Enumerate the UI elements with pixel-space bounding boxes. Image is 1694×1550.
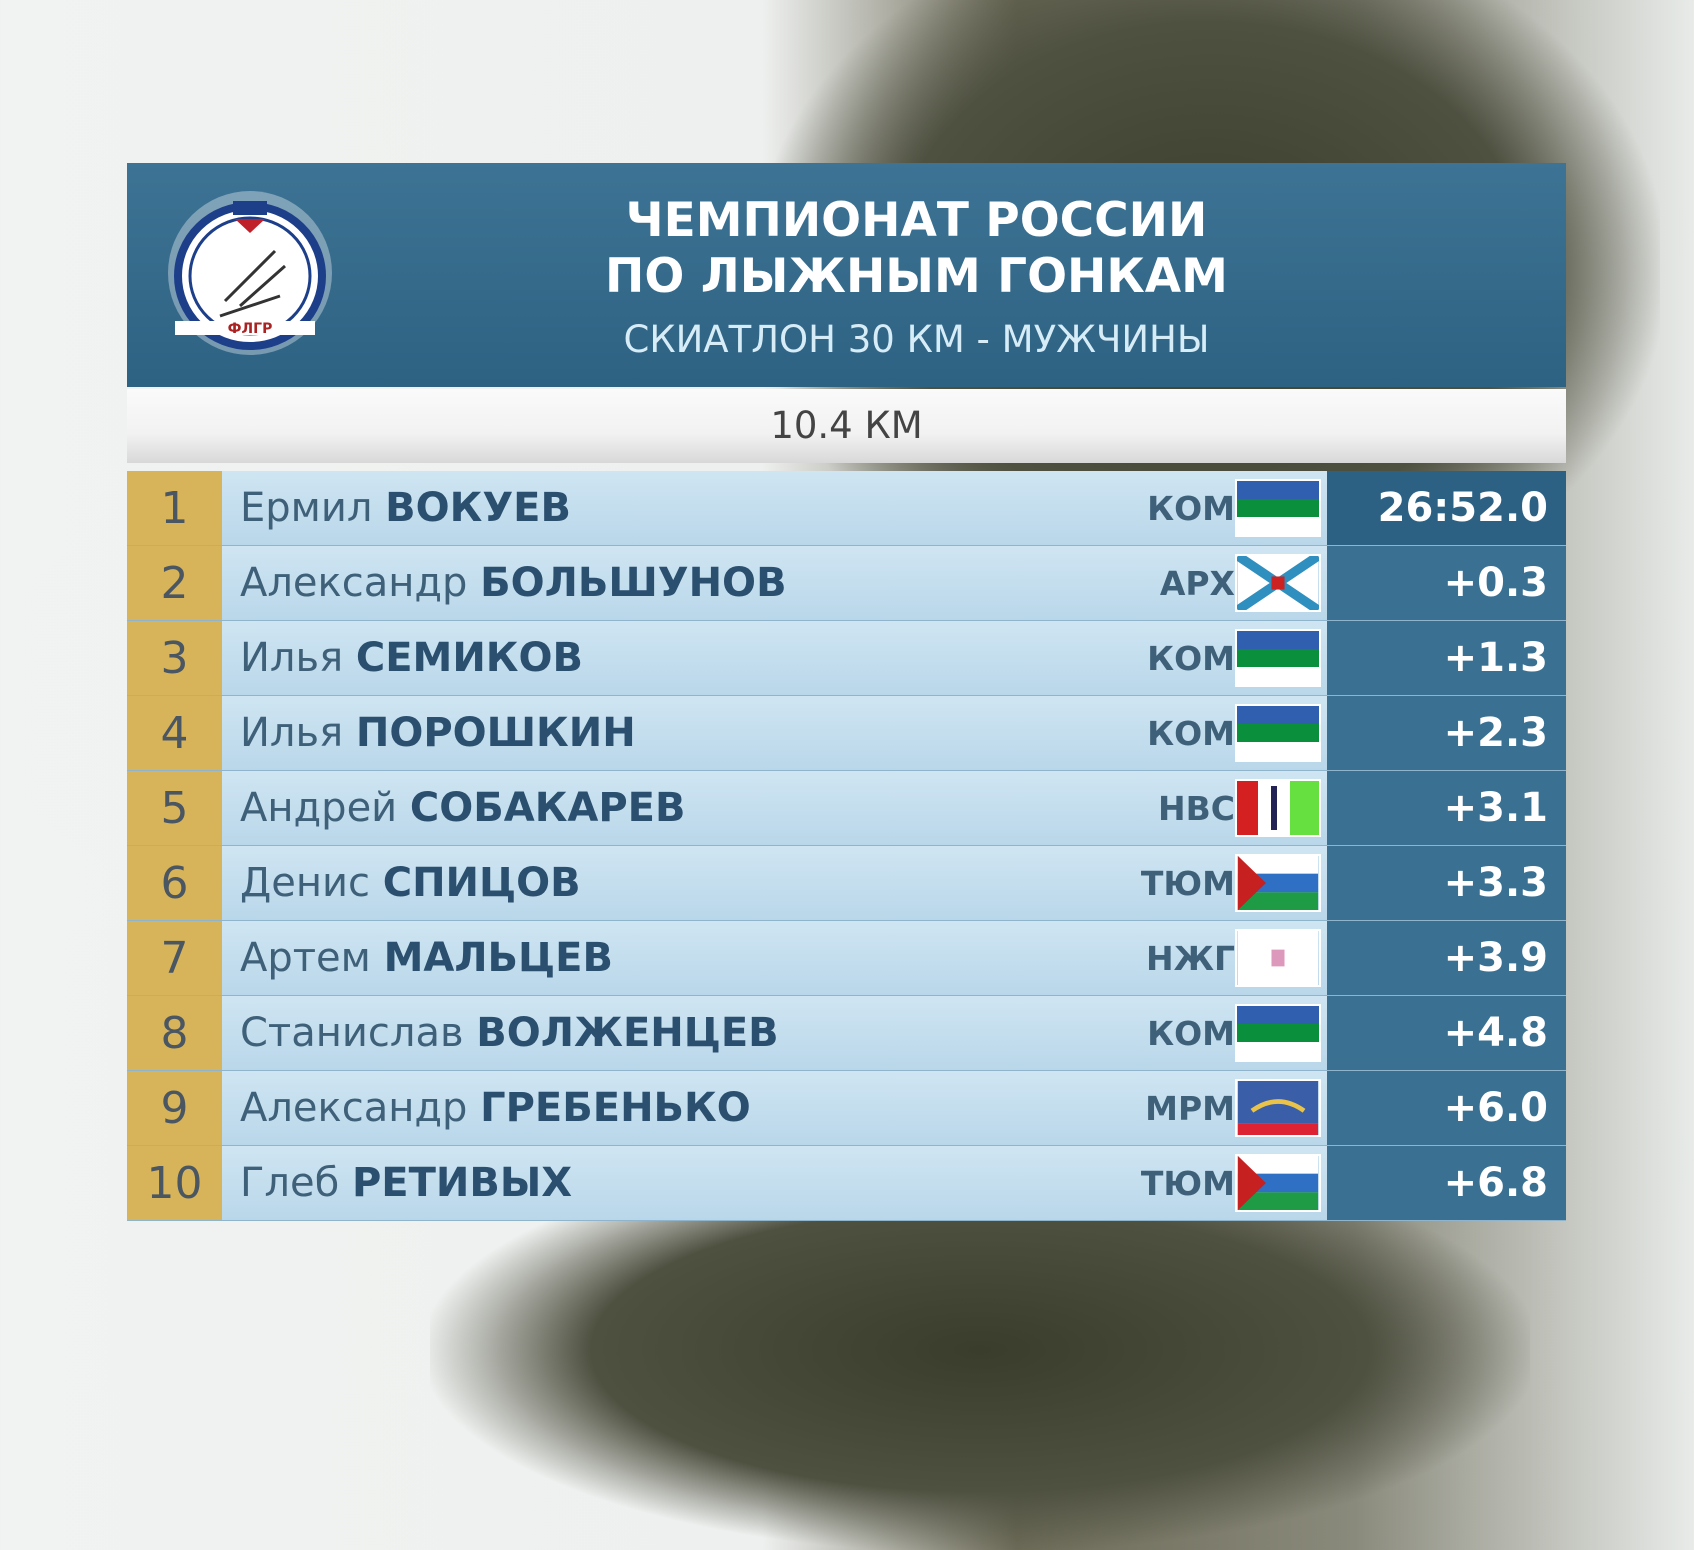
region-flag-icon: [1235, 1004, 1321, 1062]
first-name: Станислав: [240, 1010, 464, 1056]
result-row: 7 Артем МАЛЬЦЕВ НЖГ +3.9: [127, 921, 1566, 996]
event-name: СКИАТЛОН 30 КМ - МУЖЧИНЫ: [623, 318, 1210, 361]
time: +1.3: [1327, 621, 1566, 695]
athlete-name: Ермил ВОКУЕВ: [222, 485, 571, 531]
region-code: КОМ: [1147, 713, 1235, 753]
first-name: Денис: [240, 860, 370, 906]
athlete-name: Александр ГРЕБЕНЬКО: [222, 1085, 751, 1131]
flgr-logo: ФЛГР: [168, 191, 332, 355]
athlete-cell: Александр БОЛЬШУНОВ АРХ: [222, 546, 1327, 620]
header: ФЛГР ЧЕМПИОНАТ РОССИИ ПО ЛЫЖНЫМ ГОНКАМ С…: [127, 163, 1566, 387]
result-row: 2 Александр БОЛЬШУНОВ АРХ +0.3: [127, 546, 1566, 621]
athlete-cell: Станислав ВОЛЖЕНЦЕВ КОМ: [222, 996, 1327, 1070]
first-name: Илья: [240, 710, 344, 756]
first-name: Артем: [240, 935, 371, 981]
athlete-name: Артем МАЛЬЦЕВ: [222, 935, 613, 981]
region-flag-icon: [1235, 554, 1321, 612]
time: +2.3: [1327, 696, 1566, 770]
checkpoint-label: 10.4 КМ: [127, 389, 1566, 463]
result-row: 3 Илья СЕМИКОВ КОМ +1.3: [127, 621, 1566, 696]
time: +0.3: [1327, 546, 1566, 620]
athlete-name: Илья СЕМИКОВ: [222, 635, 583, 681]
region-flag-icon: [1235, 1154, 1321, 1212]
time: +3.3: [1327, 846, 1566, 920]
region-flag-icon: [1235, 929, 1321, 987]
first-name: Глеб: [240, 1160, 340, 1206]
last-name: ВОКУЕВ: [385, 485, 571, 531]
rank: 10: [127, 1146, 222, 1220]
first-name: Александр: [240, 1085, 468, 1131]
svg-text:ФЛГР: ФЛГР: [228, 321, 273, 337]
last-name: СПИЦОВ: [382, 860, 581, 906]
athlete-cell: Илья СЕМИКОВ КОМ: [222, 621, 1327, 695]
first-name: Александр: [240, 560, 468, 606]
region-code: ТЮМ: [1140, 863, 1235, 903]
rank: 5: [127, 771, 222, 845]
result-row: 1 Ермил ВОКУЕВ КОМ 26:52.0: [127, 471, 1566, 546]
region-code: АРХ: [1159, 563, 1235, 603]
region-code: НВС: [1158, 788, 1235, 828]
rank: 3: [127, 621, 222, 695]
time: 26:52.0: [1327, 471, 1566, 545]
athlete-cell: Глеб РЕТИВЫХ ТЮМ: [222, 1146, 1327, 1220]
time: +3.9: [1327, 921, 1566, 995]
rank: 6: [127, 846, 222, 920]
region-flag-icon: [1235, 629, 1321, 687]
athlete-cell: Илья ПОРОШКИН КОМ: [222, 696, 1327, 770]
rank: 1: [127, 471, 222, 545]
last-name: БОЛЬШУНОВ: [480, 560, 787, 606]
region-code: НЖГ: [1145, 938, 1235, 978]
athlete-name: Станислав ВОЛЖЕНЦЕВ: [222, 1010, 779, 1056]
athlete-cell: Андрей СОБАКАРЕВ НВС: [222, 771, 1327, 845]
athlete-name: Глеб РЕТИВЫХ: [222, 1160, 572, 1206]
region-code: ТЮМ: [1140, 1163, 1235, 1203]
first-name: Илья: [240, 635, 344, 681]
results-list: 1 Ермил ВОКУЕВ КОМ 26:52.0 2 Александр БО…: [127, 471, 1566, 1221]
title-line-2: ПО ЛЫЖНЫМ ГОНКАМ: [605, 249, 1228, 304]
region-code: КОМ: [1147, 1013, 1235, 1053]
rank: 8: [127, 996, 222, 1070]
rank: 2: [127, 546, 222, 620]
region-code: МРМ: [1145, 1088, 1235, 1128]
rank: 7: [127, 921, 222, 995]
last-name: СЕМИКОВ: [355, 635, 583, 681]
result-row: 10 Глеб РЕТИВЫХ ТЮМ +6.8: [127, 1146, 1566, 1221]
rank: 9: [127, 1071, 222, 1145]
athlete-cell: Ермил ВОКУЕВ КОМ: [222, 471, 1327, 545]
title-line-1: ЧЕМПИОНАТ РОССИИ: [625, 193, 1208, 248]
athlete-name: Денис СПИЦОВ: [222, 860, 581, 906]
region-flag-icon: [1235, 779, 1321, 837]
result-row: 5 Андрей СОБАКАРЕВ НВС +3.1: [127, 771, 1566, 846]
last-name: ВОЛЖЕНЦЕВ: [476, 1010, 779, 1056]
athlete-cell: Артем МАЛЬЦЕВ НЖГ: [222, 921, 1327, 995]
time: +3.1: [1327, 771, 1566, 845]
result-row: 9 Александр ГРЕБЕНЬКО МРМ +6.0: [127, 1071, 1566, 1146]
athlete-name: Илья ПОРОШКИН: [222, 710, 636, 756]
first-name: Ермил: [240, 485, 373, 531]
athlete-cell: Александр ГРЕБЕНЬКО МРМ: [222, 1071, 1327, 1145]
region-code: КОМ: [1147, 638, 1235, 678]
result-row: 6 Денис СПИЦОВ ТЮМ +3.3: [127, 846, 1566, 921]
last-name: ПОРОШКИН: [355, 710, 636, 756]
last-name: МАЛЬЦЕВ: [383, 935, 613, 981]
last-name: СОБАКАРЕВ: [409, 785, 686, 831]
region-flag-icon: [1235, 1079, 1321, 1137]
rank: 4: [127, 696, 222, 770]
region-flag-icon: [1235, 704, 1321, 762]
athlete-name: Александр БОЛЬШУНОВ: [222, 560, 787, 606]
time: +4.8: [1327, 996, 1566, 1070]
athlete-cell: Денис СПИЦОВ ТЮМ: [222, 846, 1327, 920]
athlete-name: Андрей СОБАКАРЕВ: [222, 785, 685, 831]
region-code: КОМ: [1147, 488, 1235, 528]
result-row: 8 Станислав ВОЛЖЕНЦЕВ КОМ +4.8: [127, 996, 1566, 1071]
last-name: РЕТИВЫХ: [351, 1160, 573, 1206]
region-flag-icon: [1235, 854, 1321, 912]
first-name: Андрей: [240, 785, 398, 831]
results-panel: ФЛГР ЧЕМПИОНАТ РОССИИ ПО ЛЫЖНЫМ ГОНКАМ С…: [127, 163, 1566, 1221]
result-row: 4 Илья ПОРОШКИН КОМ +2.3: [127, 696, 1566, 771]
time: +6.0: [1327, 1071, 1566, 1145]
time: +6.8: [1327, 1146, 1566, 1220]
region-flag-icon: [1235, 479, 1321, 537]
last-name: ГРЕБЕНЬКО: [480, 1085, 751, 1131]
